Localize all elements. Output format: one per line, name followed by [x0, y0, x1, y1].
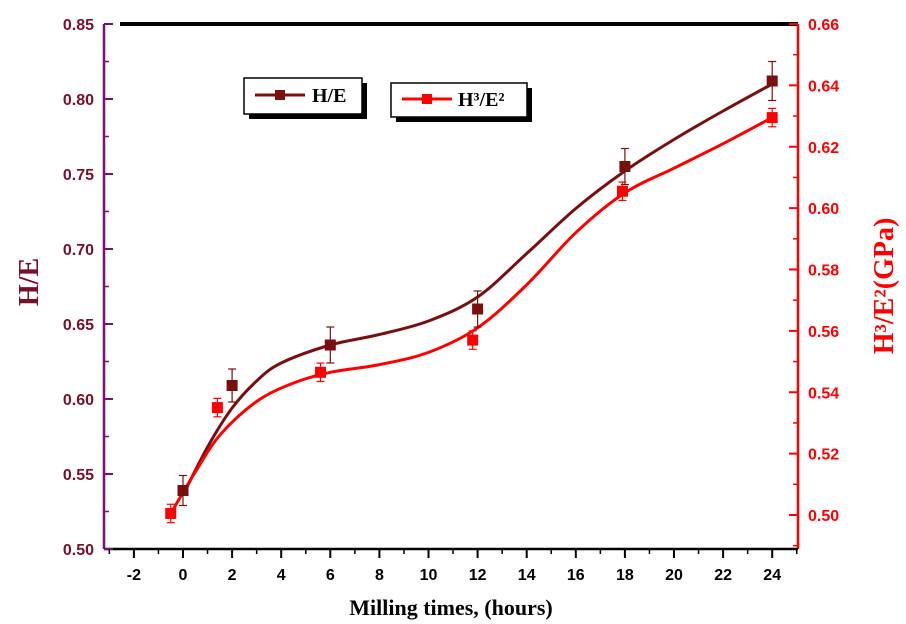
x-axis-ticks: -2 0 2 4 6 8 10 12 14 16 18 20 22 24 [108, 549, 798, 584]
data-point-he [177, 485, 189, 496]
x-tick-label: -2 [127, 567, 141, 584]
legend-item-he: H/E [243, 77, 367, 119]
legend-label-h3e2: H³/E² [458, 89, 504, 111]
y-right-tick-label: 0.60 [808, 201, 839, 218]
y-left-tick-label: 0.55 [63, 467, 94, 484]
data-points [165, 60, 778, 524]
y-right-tick-label: 0.50 [808, 508, 839, 525]
y-right-tick-label: 0.64 [808, 78, 839, 95]
data-point-h3e2 [211, 402, 223, 414]
y-axis-left-title: H/E [14, 258, 45, 306]
x-axis-title: Milling times, (hours) [349, 595, 553, 620]
x-tick-label: 14 [518, 567, 536, 584]
y-left-tick-label: 0.50 [63, 542, 94, 559]
right-axis-ticks: 0.50 0.52 0.54 0.56 0.58 0.60 0.62 0.64 0.66 [789, 17, 839, 547]
data-point-h3e2 [616, 185, 628, 197]
y-left-tick-label: 0.80 [63, 92, 94, 109]
x-tick-label: 0 [179, 567, 188, 584]
y-right-tick-label: 0.66 [808, 17, 839, 34]
fit-curve-he [181, 82, 773, 496]
x-tick-label: 6 [326, 567, 335, 584]
data-point-h3e2 [314, 366, 326, 378]
left-axis-ticks: 0.50 0.55 0.60 0.65 0.70 0.75 0.80 0.85 [63, 17, 113, 559]
y-right-tick-label: 0.54 [808, 385, 839, 402]
y-left-tick-label: 0.70 [63, 242, 94, 259]
x-tick-label: 22 [714, 567, 732, 584]
y-right-tick-label: 0.52 [808, 447, 839, 464]
y-right-tick-label: 0.58 [808, 263, 839, 280]
data-point-he [472, 303, 484, 315]
x-tick-label: 8 [375, 567, 384, 584]
data-point-h3e2 [467, 334, 479, 346]
y-left-tick-label: 0.60 [63, 392, 94, 409]
y-left-tick-label: 0.65 [63, 317, 94, 334]
x-tick-label: 16 [567, 567, 585, 584]
y-left-tick-label: 0.85 [63, 17, 94, 34]
x-tick-label: 24 [763, 567, 781, 584]
x-tick-label: 18 [616, 567, 634, 584]
y-left-tick-label: 0.75 [63, 167, 94, 184]
legend-marker-he [275, 90, 285, 100]
y-axis-right-title: H³/E²(GPa) [869, 218, 900, 355]
legend-item-h3e2: H³/E² [390, 82, 532, 122]
x-tick-label: 12 [469, 567, 487, 584]
x-tick-label: 2 [228, 567, 237, 584]
fit-curves [169, 82, 773, 515]
y-right-tick-label: 0.56 [808, 324, 839, 341]
legend-label-he: H/E [312, 85, 346, 107]
x-tick-label: 10 [420, 567, 438, 584]
data-point-he [766, 75, 778, 87]
x-tick-label: 20 [665, 567, 683, 584]
legend-marker-h3e2 [422, 94, 432, 104]
fit-curve-h3e2 [169, 116, 773, 515]
data-point-he [226, 380, 238, 391]
data-point-h3e2 [766, 112, 778, 124]
data-point-he [619, 161, 631, 172]
y-right-tick-label: 0.62 [808, 140, 839, 157]
x-tick-label: 4 [277, 567, 286, 584]
data-point-h3e2 [165, 507, 177, 519]
data-point-he [324, 339, 336, 351]
